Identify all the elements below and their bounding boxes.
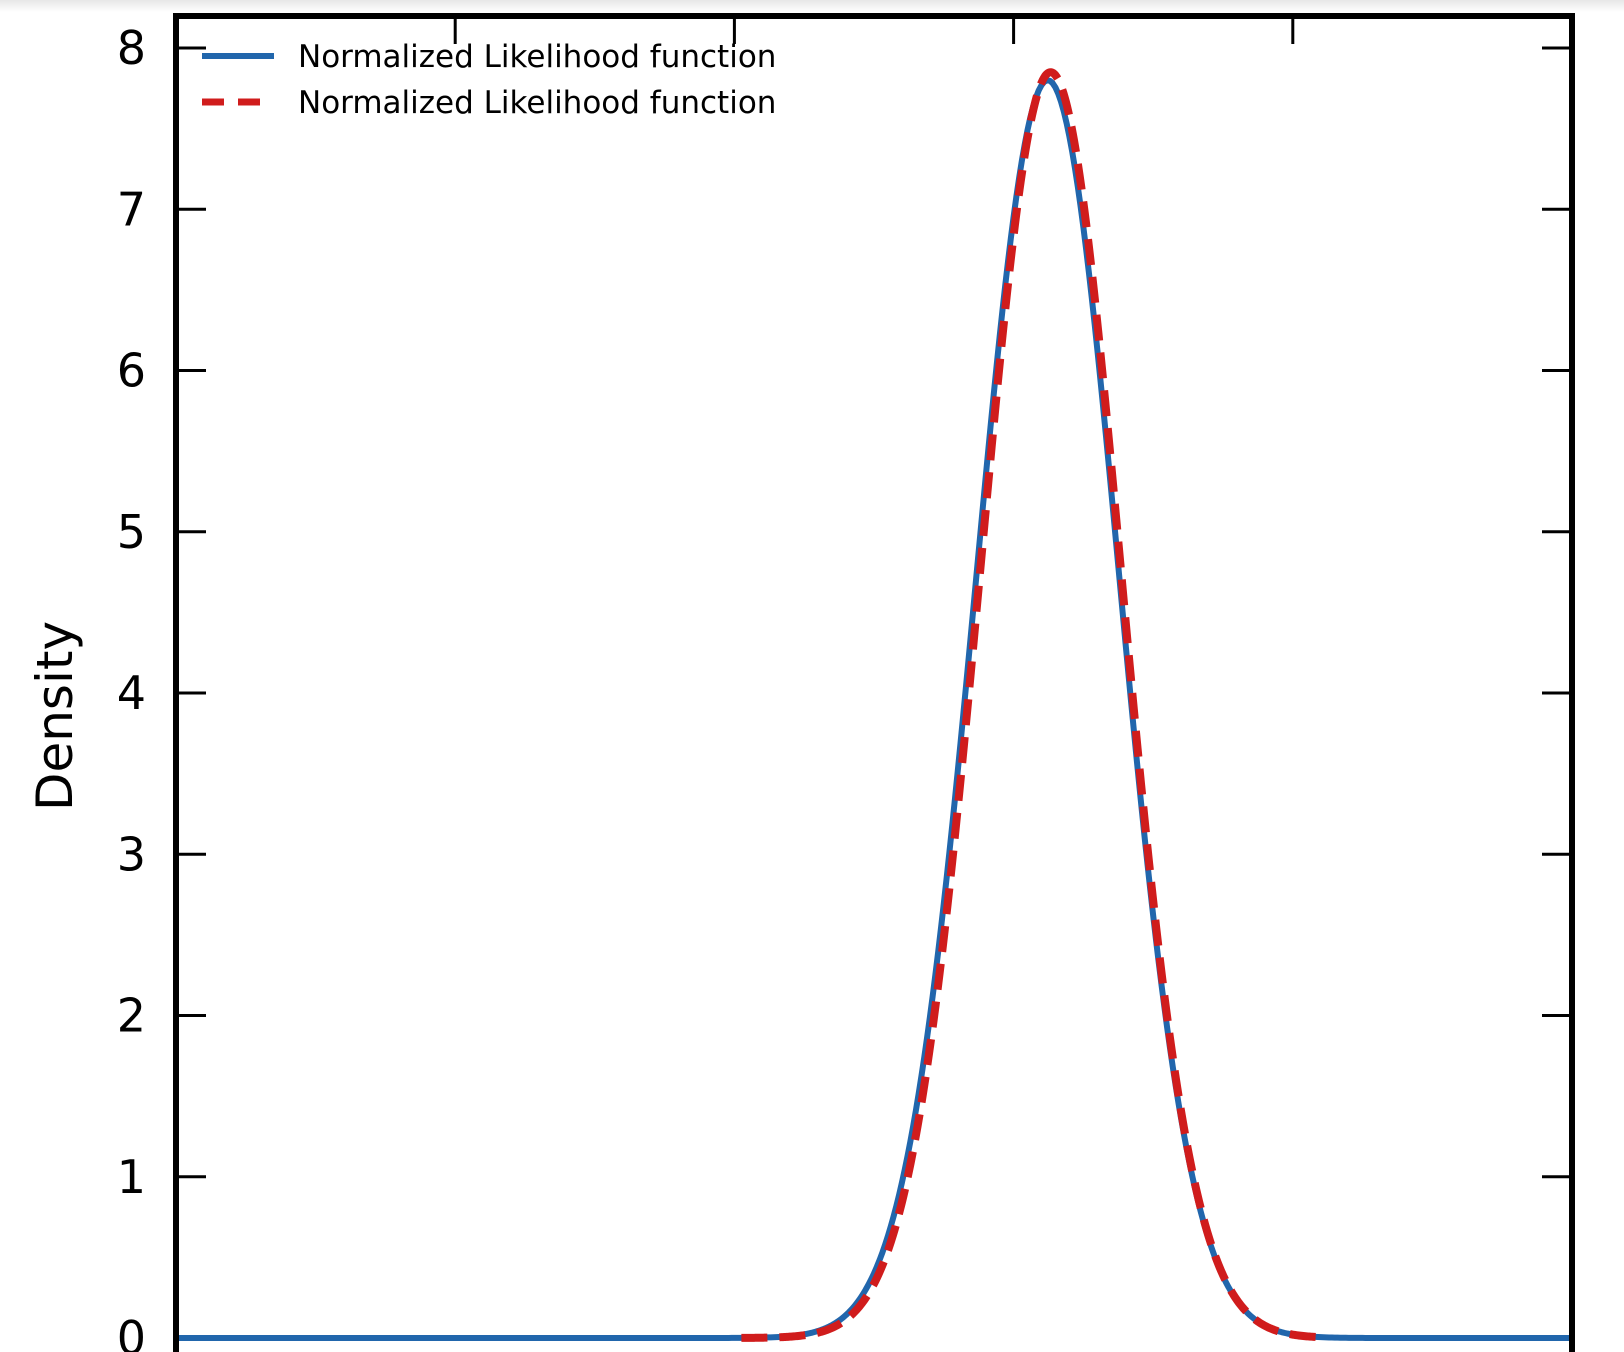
x-ticks: [453, 16, 1295, 44]
y-tick-label: 8: [117, 21, 146, 75]
axes-frame: [173, 13, 1575, 1352]
y-tick-label: 1: [117, 1150, 146, 1204]
legend: Normalized Likelihood function Normalized…: [202, 39, 776, 121]
dashed-likelihood-line: [738, 68, 1324, 1342]
y-tick-label: 7: [117, 182, 146, 236]
y-ticks: 0 1 2 3 4 5 6 7 8: [117, 21, 1572, 1352]
y-tick-label: 3: [117, 827, 146, 881]
series-group: [175, 68, 1573, 1342]
legend-label: Normalized Likelihood function: [298, 85, 776, 121]
y-tick-label: 5: [117, 505, 146, 559]
solid-likelihood-line: [175, 77, 1573, 1341]
y-tick-label: 6: [117, 344, 146, 398]
y-tick-label: 2: [117, 989, 146, 1043]
y-tick-label: 0: [117, 1311, 146, 1352]
y-tick-label: 4: [117, 666, 146, 720]
window-top-edge: [0, 0, 1624, 12]
legend-label: Normalized Likelihood function: [298, 39, 776, 75]
y-axis-title: Density: [26, 621, 84, 811]
